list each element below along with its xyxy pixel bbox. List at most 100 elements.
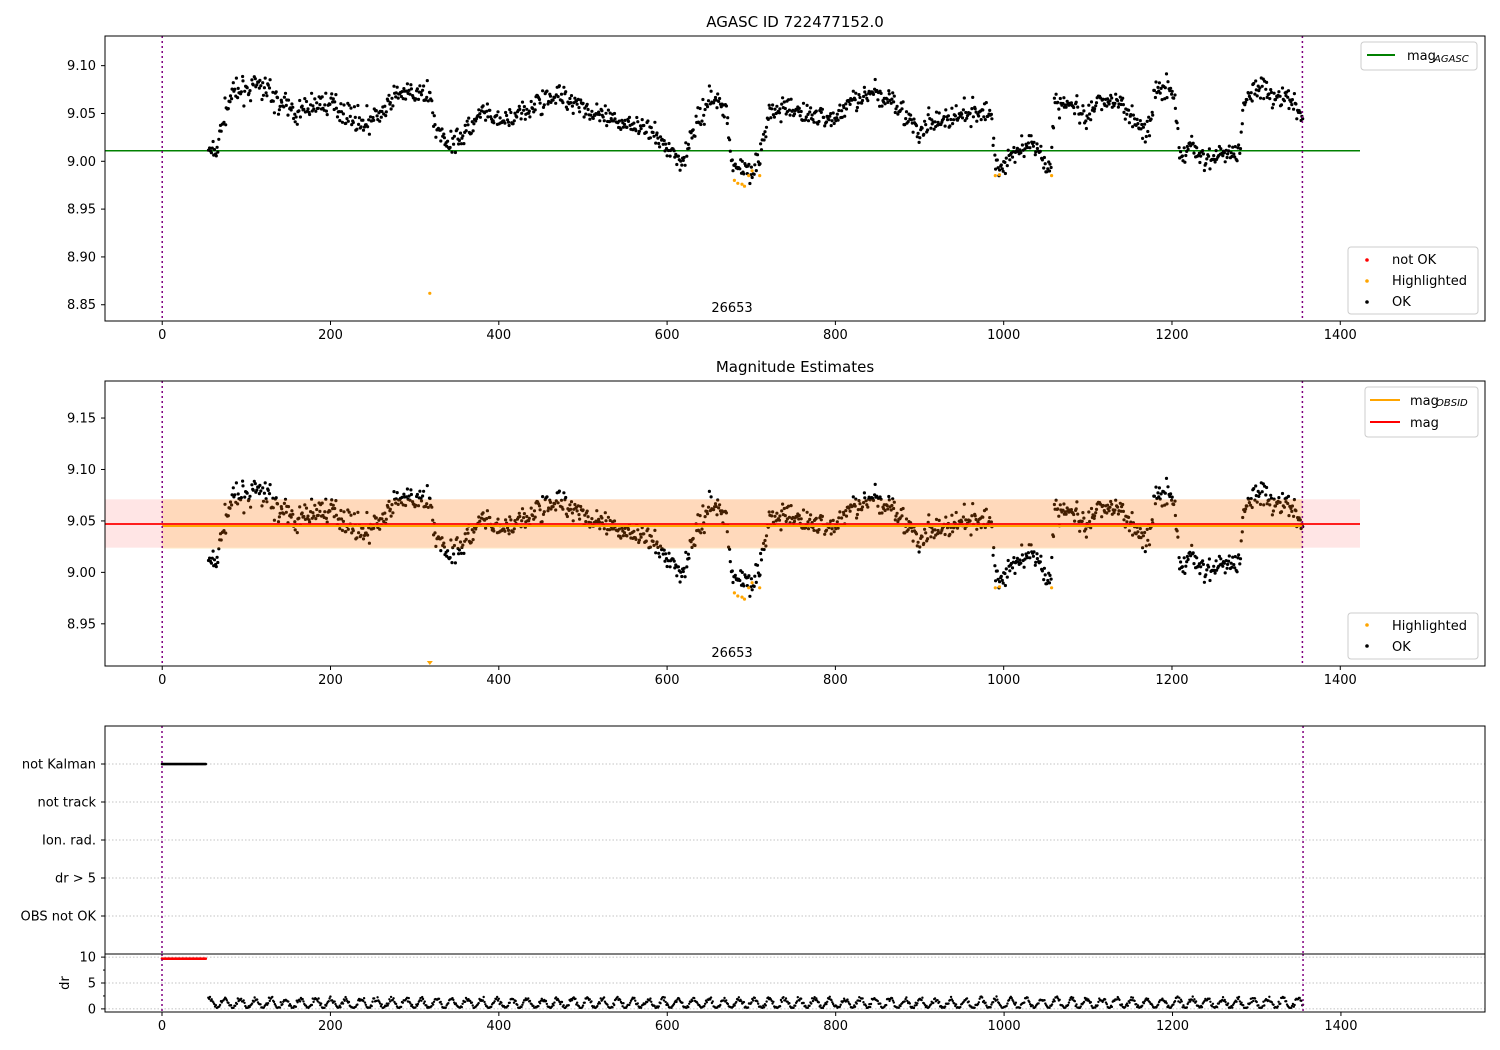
- ok-point: [1176, 126, 1180, 131]
- ok-point: [556, 95, 560, 99]
- dr-point: [705, 1001, 709, 1004]
- ok-point: [676, 154, 681, 158]
- ok-point: [678, 168, 682, 172]
- ok-point: [259, 84, 263, 88]
- ok-point: [257, 86, 261, 90]
- highlighted-point: [747, 174, 751, 178]
- x-tick-label: 200: [318, 1019, 343, 1034]
- ok-point: [1013, 571, 1017, 576]
- ok-point: [1255, 94, 1259, 98]
- ok-point: [962, 96, 966, 100]
- ok-point: [394, 91, 398, 95]
- ok-point: [717, 99, 721, 103]
- ok-point: [241, 484, 245, 488]
- x-tick-label: 0: [158, 1019, 166, 1034]
- dr-point: [611, 1006, 614, 1009]
- dr-point: [239, 997, 243, 1000]
- ok-point: [1235, 570, 1239, 574]
- ok-point: [1226, 562, 1230, 567]
- dr-point: [634, 999, 637, 1002]
- dr-point: [1028, 1000, 1031, 1004]
- ok-point: [971, 115, 976, 119]
- dr-point: [596, 1004, 599, 1008]
- ok-point: [1192, 151, 1196, 155]
- ok-point: [772, 115, 777, 119]
- dr-point: [1173, 1000, 1177, 1003]
- ok-point: [575, 102, 579, 106]
- dr-point: [278, 1006, 282, 1009]
- dr-point: [590, 1000, 593, 1003]
- ok-point: [707, 489, 712, 493]
- ok-point: [211, 549, 215, 553]
- dr-point: [765, 1000, 768, 1003]
- ok-point: [595, 102, 599, 106]
- legend-marker: [1365, 644, 1369, 648]
- ok-point: [1214, 559, 1218, 563]
- ok-point: [402, 492, 406, 496]
- x-tick-label: 1000: [987, 328, 1020, 343]
- ok-point: [1221, 154, 1225, 158]
- dr-point: [583, 1001, 586, 1004]
- ok-point: [214, 154, 218, 158]
- dr-point: [301, 997, 304, 1001]
- dr-point: [1128, 1001, 1131, 1004]
- ok-point: [425, 79, 429, 83]
- ok-point: [557, 489, 562, 493]
- dr-point: [687, 1002, 691, 1005]
- ok-point: [230, 87, 234, 91]
- ok-point: [357, 122, 361, 126]
- ok-point: [1191, 141, 1195, 145]
- dr-point: [581, 1004, 585, 1007]
- ok-point: [588, 117, 592, 121]
- ok-point: [424, 98, 428, 102]
- ok-point: [335, 115, 340, 119]
- ok-point: [312, 107, 316, 111]
- ok-point: [433, 123, 437, 127]
- dr-point: [294, 1005, 298, 1008]
- dr-point: [508, 1001, 511, 1004]
- ok-point: [863, 90, 867, 94]
- ok-point: [1018, 558, 1022, 562]
- ok-point: [415, 492, 419, 497]
- ok-point: [667, 551, 671, 555]
- ok-point: [806, 119, 811, 123]
- dr-point: [266, 1002, 270, 1005]
- ok-point: [1238, 557, 1243, 561]
- ok-point: [801, 101, 806, 105]
- ok-point: [862, 85, 867, 89]
- ok-point: [642, 123, 646, 128]
- ok-point: [283, 91, 288, 95]
- dr-point: [347, 1000, 351, 1004]
- dr-point: [792, 1006, 795, 1009]
- ok-point: [1156, 85, 1160, 89]
- ok-point: [944, 108, 948, 112]
- ok-point: [1238, 562, 1242, 566]
- x-tick-label: 800: [823, 1019, 848, 1034]
- ok-point: [1264, 87, 1268, 91]
- ok-point: [228, 100, 232, 104]
- ok-point: [568, 96, 572, 101]
- ok-point: [1158, 91, 1162, 95]
- ok-point: [678, 580, 682, 584]
- ok-point: [293, 112, 297, 116]
- ok-point: [1051, 126, 1056, 130]
- ok-point: [231, 81, 235, 85]
- ok-point: [604, 111, 608, 115]
- dr-point: [287, 1000, 290, 1003]
- ok-point: [1225, 155, 1229, 160]
- ok-point: [1043, 162, 1047, 166]
- dr-point: [1131, 996, 1135, 999]
- ok-point: [564, 90, 568, 94]
- dr-point: [387, 1002, 390, 1005]
- dr-point: [227, 1001, 230, 1005]
- ok-point: [1164, 476, 1169, 480]
- dr-point: [461, 1002, 464, 1005]
- ok-point: [1213, 571, 1217, 575]
- ok-point: [1012, 145, 1016, 150]
- ok-point: [1032, 550, 1036, 554]
- ok-point: [1050, 555, 1054, 560]
- y-tick-label: 5: [88, 977, 96, 992]
- ok-point: [1201, 559, 1205, 563]
- dr-point: [943, 1005, 947, 1008]
- ok-point: [261, 93, 266, 97]
